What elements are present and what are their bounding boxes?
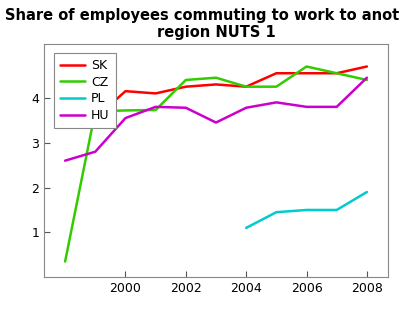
HU [93, 150, 98, 154]
SK [153, 92, 158, 95]
SK [63, 125, 68, 129]
CZ [364, 78, 369, 82]
SK [123, 89, 128, 93]
PL [244, 226, 248, 230]
HU [304, 105, 309, 109]
CZ [244, 85, 248, 89]
Line: PL: PL [246, 192, 367, 228]
SK [274, 72, 279, 75]
CZ [153, 108, 158, 112]
SK [334, 72, 339, 75]
CZ [304, 65, 309, 68]
CZ [123, 109, 128, 112]
HU [244, 106, 248, 110]
Line: CZ: CZ [65, 66, 367, 261]
SK [244, 85, 248, 89]
PL [274, 210, 279, 214]
PL [334, 208, 339, 212]
CZ [334, 72, 339, 75]
PL [304, 208, 309, 212]
HU [334, 105, 339, 109]
HU [364, 76, 369, 80]
SK [214, 83, 218, 86]
SK [184, 85, 188, 89]
CZ [93, 109, 98, 113]
HU [184, 106, 188, 110]
CZ [63, 260, 68, 263]
Title: Share of employees commuting to work to another
region NUTS 1: Share of employees commuting to work to … [5, 8, 400, 40]
SK [364, 65, 369, 68]
HU [63, 159, 68, 163]
CZ [274, 85, 279, 89]
HU [123, 116, 128, 120]
Legend: SK, CZ, PL, HU: SK, CZ, PL, HU [54, 53, 116, 129]
Line: SK: SK [65, 66, 367, 127]
CZ [214, 76, 218, 80]
HU [274, 100, 279, 104]
HU [214, 121, 218, 124]
SK [93, 116, 98, 120]
SK [304, 72, 309, 75]
CZ [184, 78, 188, 82]
PL [364, 190, 369, 194]
Line: HU: HU [65, 78, 367, 161]
HU [153, 105, 158, 109]
